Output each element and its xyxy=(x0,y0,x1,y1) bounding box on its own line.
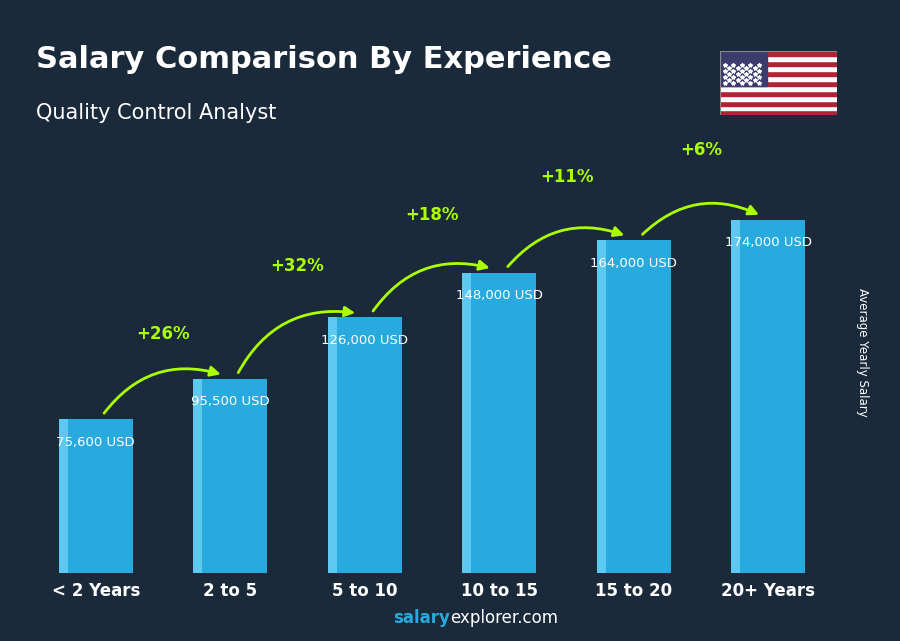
Bar xyxy=(720,51,767,86)
Text: +11%: +11% xyxy=(540,167,593,186)
Text: Quality Control Analyst: Quality Control Analyst xyxy=(36,103,276,122)
Text: 164,000 USD: 164,000 USD xyxy=(590,256,677,269)
Bar xyxy=(720,51,837,56)
Bar xyxy=(463,272,536,572)
Bar xyxy=(732,220,740,572)
Bar xyxy=(720,66,837,71)
Bar xyxy=(720,106,837,110)
Bar xyxy=(328,317,401,572)
Bar xyxy=(194,379,202,572)
Bar xyxy=(720,81,837,86)
Text: +32%: +32% xyxy=(271,257,324,275)
Text: 95,500 USD: 95,500 USD xyxy=(191,395,269,408)
Text: Average Yearly Salary: Average Yearly Salary xyxy=(856,288,868,417)
Text: 174,000 USD: 174,000 USD xyxy=(724,237,812,249)
Bar xyxy=(720,86,837,91)
Text: +26%: +26% xyxy=(136,324,190,343)
Bar xyxy=(720,71,837,76)
Text: Salary Comparison By Experience: Salary Comparison By Experience xyxy=(36,45,612,74)
Bar xyxy=(58,419,132,572)
Text: +18%: +18% xyxy=(405,206,459,224)
Bar xyxy=(328,317,337,572)
Bar xyxy=(597,240,670,572)
Bar xyxy=(732,220,806,572)
Text: 75,600 USD: 75,600 USD xyxy=(57,436,135,449)
Text: 148,000 USD: 148,000 USD xyxy=(455,289,543,302)
Bar xyxy=(58,419,68,572)
Bar xyxy=(194,379,267,572)
Text: +6%: +6% xyxy=(680,141,722,159)
Bar xyxy=(720,91,837,96)
Bar xyxy=(720,61,837,66)
Bar xyxy=(720,96,837,101)
Bar xyxy=(463,272,471,572)
Bar xyxy=(720,56,837,61)
Text: salary: salary xyxy=(393,609,450,627)
Bar xyxy=(720,110,837,115)
Text: explorer.com: explorer.com xyxy=(450,609,558,627)
Bar xyxy=(720,76,837,81)
Bar xyxy=(597,240,606,572)
Bar xyxy=(720,101,837,106)
Text: 126,000 USD: 126,000 USD xyxy=(321,333,409,347)
